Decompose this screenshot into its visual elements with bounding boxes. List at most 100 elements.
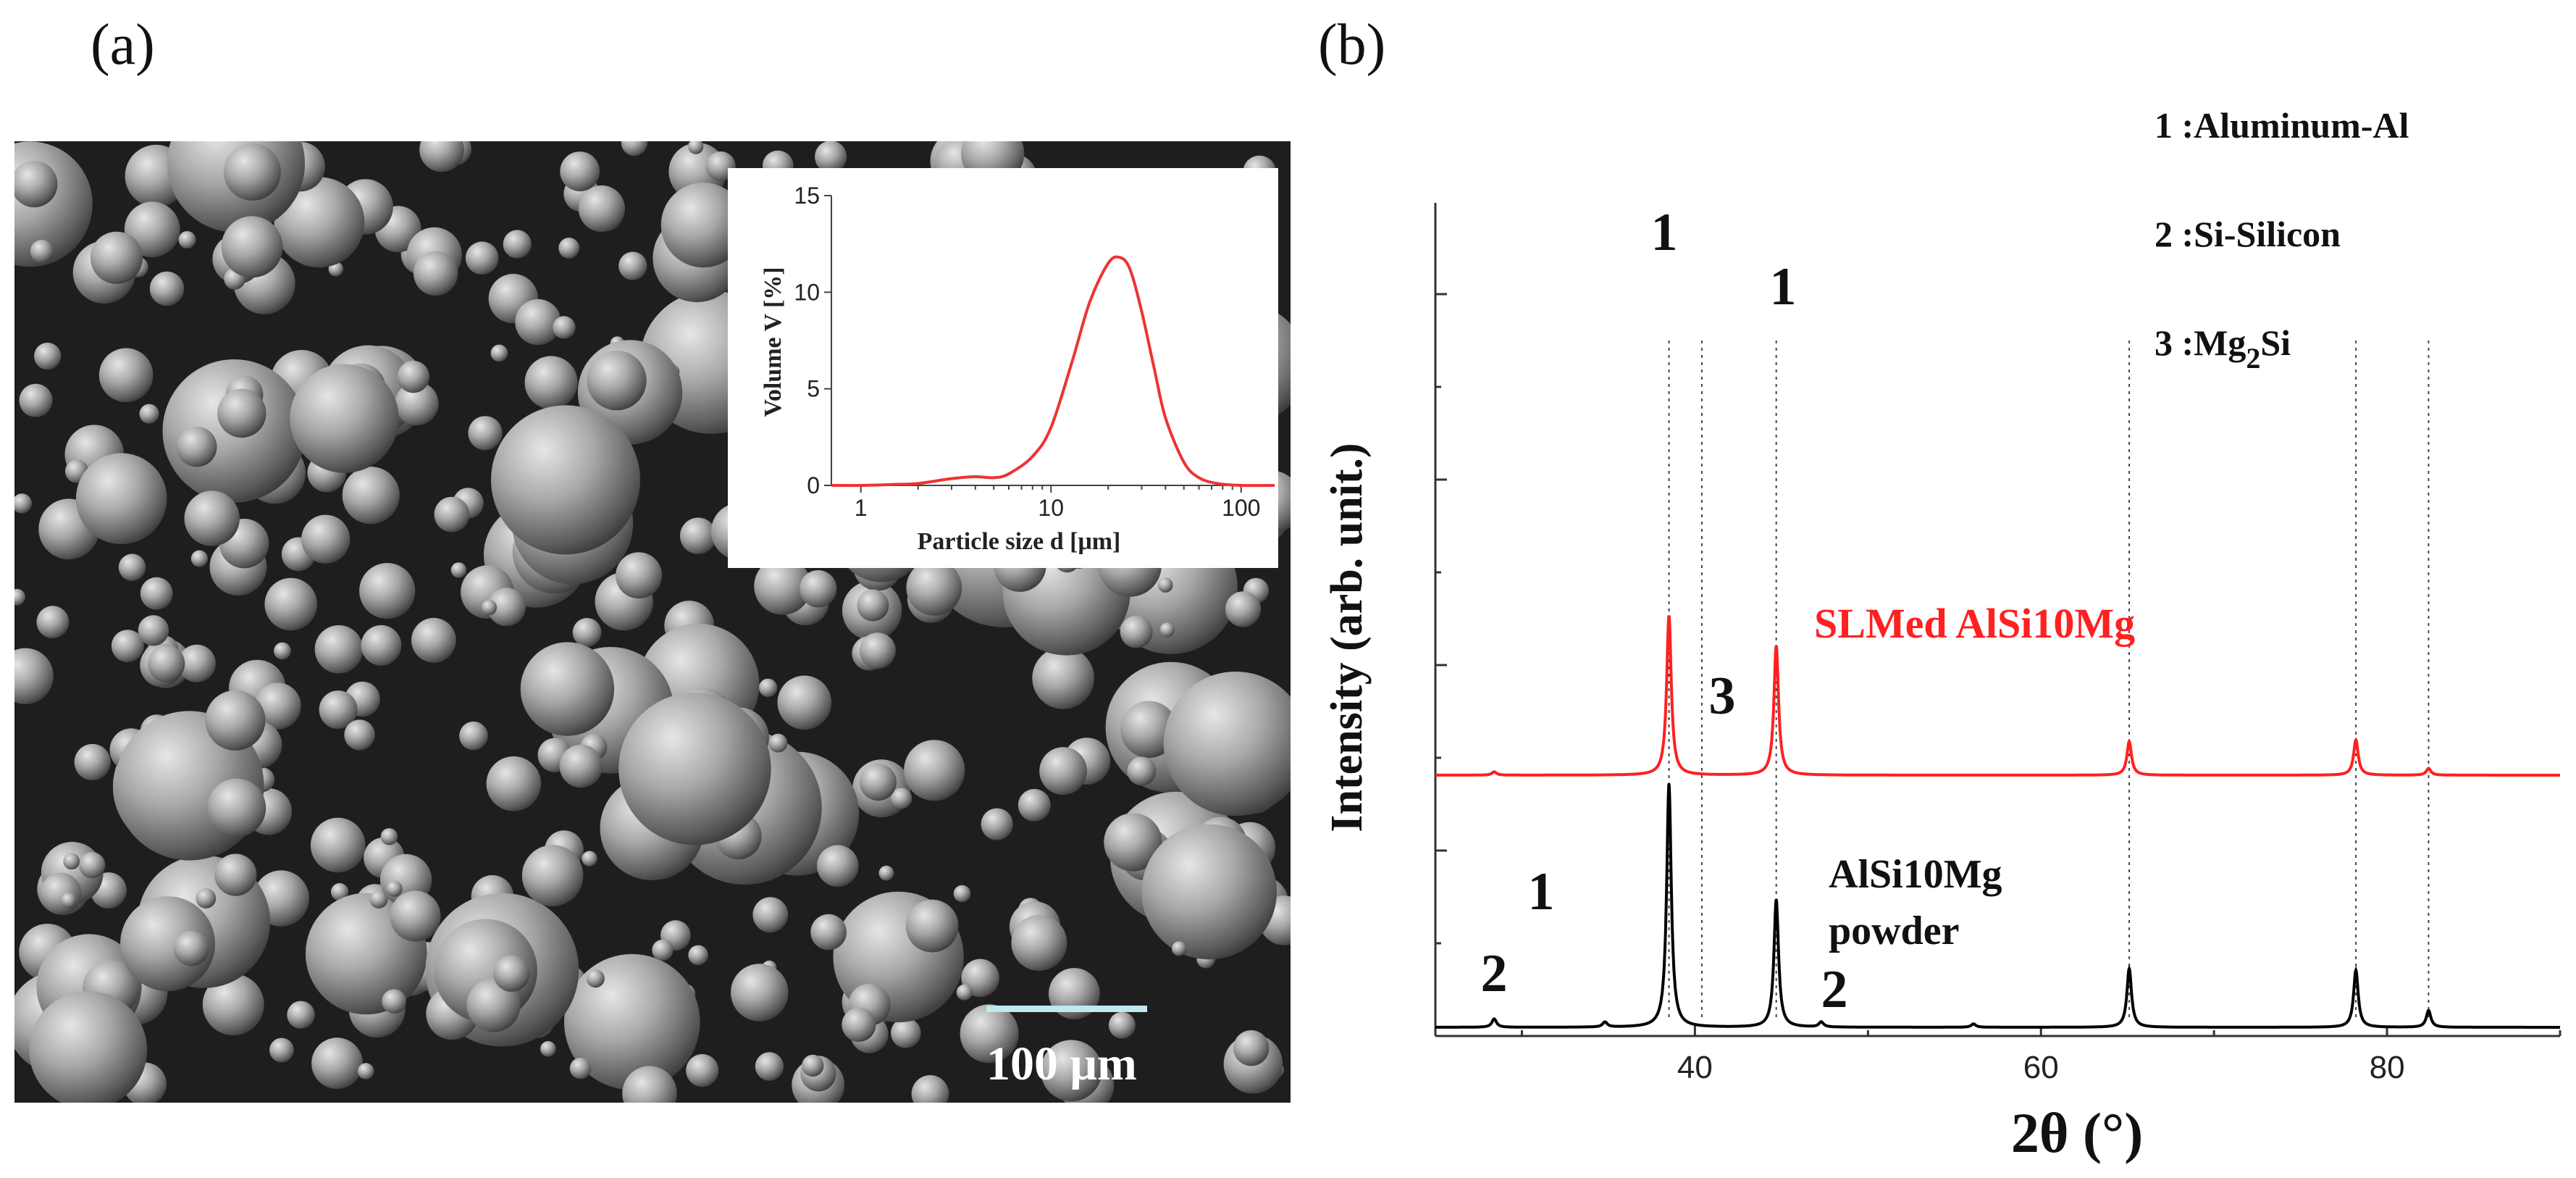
powder-particle bbox=[214, 853, 257, 896]
powder-particle bbox=[386, 880, 403, 897]
powder-particle bbox=[79, 852, 106, 879]
powder-particle bbox=[223, 143, 281, 201]
powder-particle bbox=[905, 899, 959, 953]
powder-particle bbox=[956, 984, 973, 1001]
powder-particle bbox=[616, 552, 663, 599]
powder-particle bbox=[911, 1075, 949, 1103]
peak-mark-mg2si: 3 bbox=[1709, 667, 1736, 726]
powder-particle bbox=[553, 316, 576, 339]
powder-particle bbox=[587, 351, 647, 411]
powder-particle bbox=[1157, 577, 1173, 593]
powder-particle bbox=[63, 853, 80, 870]
legend-item-mg2si-suffix: Si bbox=[2260, 322, 2291, 363]
powder-particle bbox=[560, 151, 600, 191]
powder-particle bbox=[19, 383, 53, 417]
xrd-series-slm bbox=[1435, 615, 2560, 777]
powder-particle bbox=[1120, 615, 1153, 648]
powder-particle bbox=[481, 599, 498, 616]
powder-particle bbox=[310, 817, 366, 873]
inset-x-tick-label: 1 bbox=[855, 495, 868, 521]
powder-particle bbox=[173, 930, 209, 966]
xrd-axes: 40 60 80 bbox=[1434, 203, 2562, 1085]
powder-particle bbox=[140, 577, 173, 610]
powder-particle bbox=[184, 490, 240, 546]
powder-particle bbox=[618, 251, 647, 280]
powder-particle bbox=[521, 845, 584, 906]
inset-y-tick-label: 10 bbox=[794, 279, 820, 305]
powder-particle bbox=[434, 496, 470, 532]
powder-particle bbox=[264, 577, 318, 631]
powder-particle bbox=[688, 945, 708, 966]
powder-particle bbox=[459, 721, 488, 751]
powder-particle bbox=[217, 388, 267, 438]
powder-particle bbox=[29, 990, 148, 1103]
powder-particle bbox=[652, 939, 674, 961]
powder-particle bbox=[1018, 789, 1051, 822]
powder-particle bbox=[618, 692, 771, 845]
powder-particle bbox=[1041, 1040, 1102, 1102]
powder-particle bbox=[14, 648, 54, 704]
powder-particle bbox=[622, 1066, 677, 1103]
legend-item-mg2si: 3 :Mg2Si bbox=[2155, 322, 2291, 375]
powder-particle bbox=[301, 514, 351, 564]
powder-particle bbox=[411, 617, 456, 663]
legend-item-aluminum: 1 :Aluminum-Al bbox=[2155, 105, 2409, 146]
powder-particle bbox=[1120, 701, 1178, 759]
powder-particle bbox=[382, 989, 406, 1014]
powder-particle bbox=[1032, 647, 1094, 709]
powder-particle bbox=[1172, 941, 1187, 956]
powder-particle bbox=[586, 969, 605, 988]
powder-particle bbox=[178, 231, 196, 248]
powder-particle bbox=[74, 743, 111, 781]
powder-particle bbox=[859, 764, 897, 801]
powder-particle bbox=[149, 271, 185, 306]
powder-particle bbox=[953, 885, 971, 903]
powder-particle bbox=[314, 625, 364, 674]
powder-particle bbox=[33, 342, 62, 370]
powder-particle bbox=[1127, 756, 1157, 786]
series-label-powder-line2: powder bbox=[1829, 908, 1959, 953]
powder-particle bbox=[490, 344, 508, 362]
powder-particle bbox=[30, 239, 54, 263]
powder-particle bbox=[660, 183, 746, 268]
powder-particle bbox=[1233, 1030, 1270, 1066]
scale-bar bbox=[986, 1006, 1147, 1012]
powder-particle bbox=[842, 1007, 876, 1042]
powder-particle bbox=[731, 964, 789, 1022]
powder-particle bbox=[342, 467, 400, 525]
powder-particle bbox=[75, 453, 167, 545]
powder-particle bbox=[1039, 747, 1087, 795]
powder-particle bbox=[582, 851, 597, 866]
inset-ylabel: Volume V [%] bbox=[760, 267, 786, 417]
powder-particle bbox=[177, 644, 216, 682]
powder-particle bbox=[891, 788, 912, 809]
powder-particle bbox=[196, 888, 217, 908]
powder-particle bbox=[487, 588, 526, 627]
xrd-x-tick-label: 60 bbox=[2023, 1050, 2059, 1085]
powder-particle bbox=[800, 570, 837, 608]
inset-y-tick-label: 0 bbox=[807, 472, 820, 498]
powder-particle bbox=[857, 589, 889, 622]
powder-particle bbox=[491, 405, 640, 555]
powder-particle bbox=[981, 808, 1013, 840]
powder-particle bbox=[36, 606, 70, 639]
powder-particle bbox=[138, 615, 169, 646]
powder-particle bbox=[777, 675, 832, 730]
powder-particle bbox=[14, 588, 25, 606]
powder-particle bbox=[118, 554, 146, 581]
powder-particle bbox=[524, 356, 578, 409]
powder-particle bbox=[621, 141, 647, 156]
powder-particle bbox=[40, 872, 82, 914]
powder-particle bbox=[450, 562, 467, 578]
powder-particle bbox=[311, 1037, 363, 1090]
powder-particle bbox=[176, 426, 217, 467]
powder-particle bbox=[90, 231, 143, 284]
powder-particle bbox=[558, 238, 580, 259]
powder-particle bbox=[752, 897, 789, 933]
powder-particle bbox=[859, 632, 896, 669]
powder-particle bbox=[465, 241, 499, 275]
powder-particle bbox=[578, 185, 626, 233]
powder-particle bbox=[1141, 824, 1277, 960]
powder-particle bbox=[686, 1054, 719, 1087]
